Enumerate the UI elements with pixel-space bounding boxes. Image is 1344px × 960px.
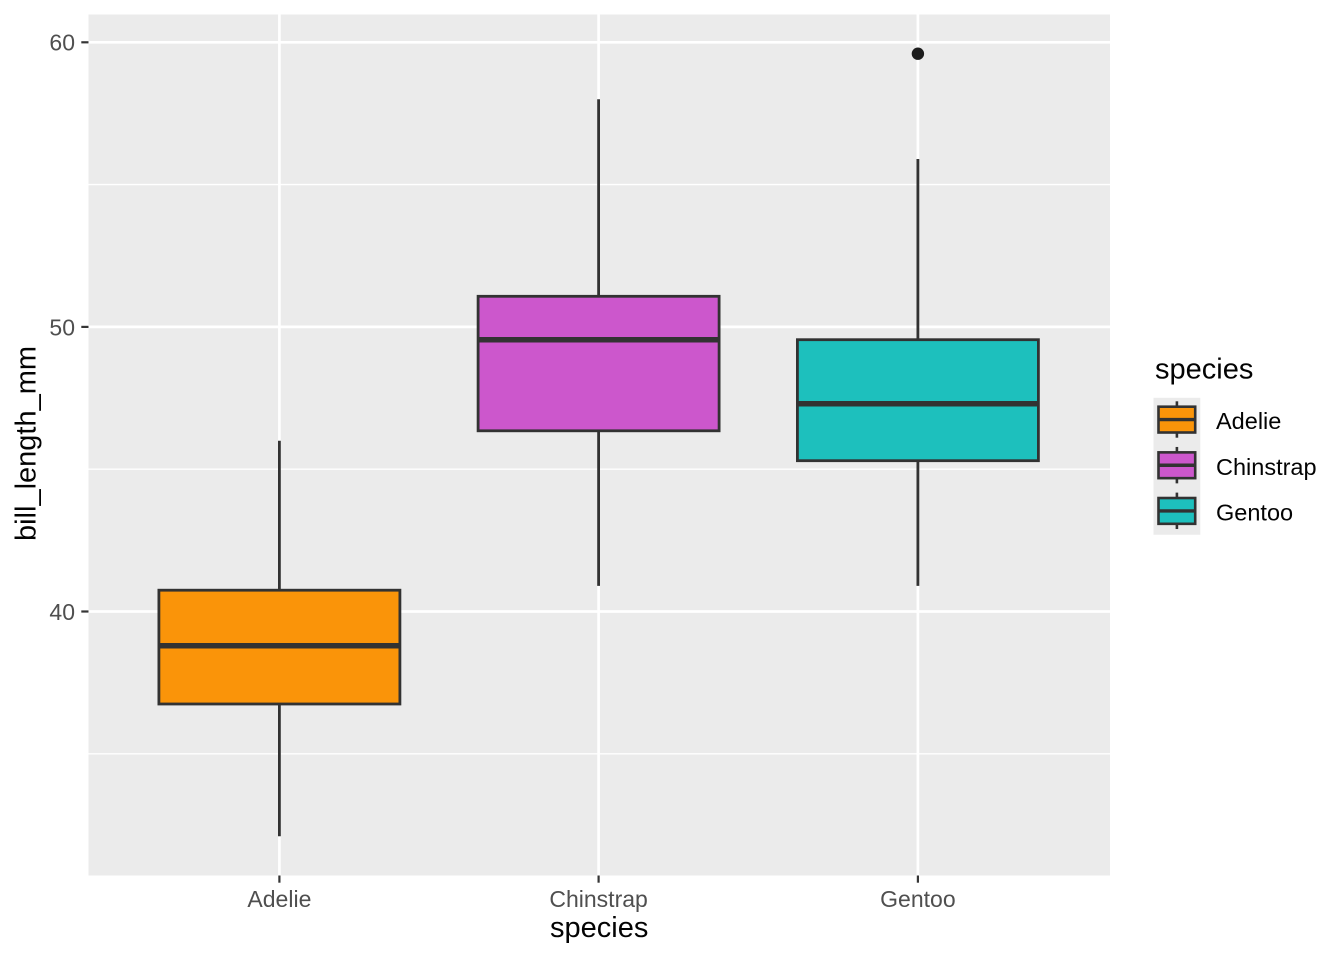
svg-text:60: 60 — [49, 30, 75, 56]
svg-text:Chinstrap: Chinstrap — [1216, 454, 1317, 480]
svg-text:Chinstrap: Chinstrap — [549, 886, 647, 912]
svg-text:Gentoo: Gentoo — [1216, 499, 1293, 525]
svg-text:Gentoo: Gentoo — [880, 886, 955, 912]
svg-text:bill_length_mm: bill_length_mm — [11, 346, 43, 541]
svg-text:50: 50 — [49, 314, 75, 340]
svg-text:40: 40 — [49, 599, 75, 625]
svg-text:species: species — [550, 912, 648, 944]
svg-text:Adelie: Adelie — [247, 886, 311, 912]
svg-text:Adelie: Adelie — [1216, 408, 1281, 434]
svg-text:species: species — [1155, 353, 1253, 385]
